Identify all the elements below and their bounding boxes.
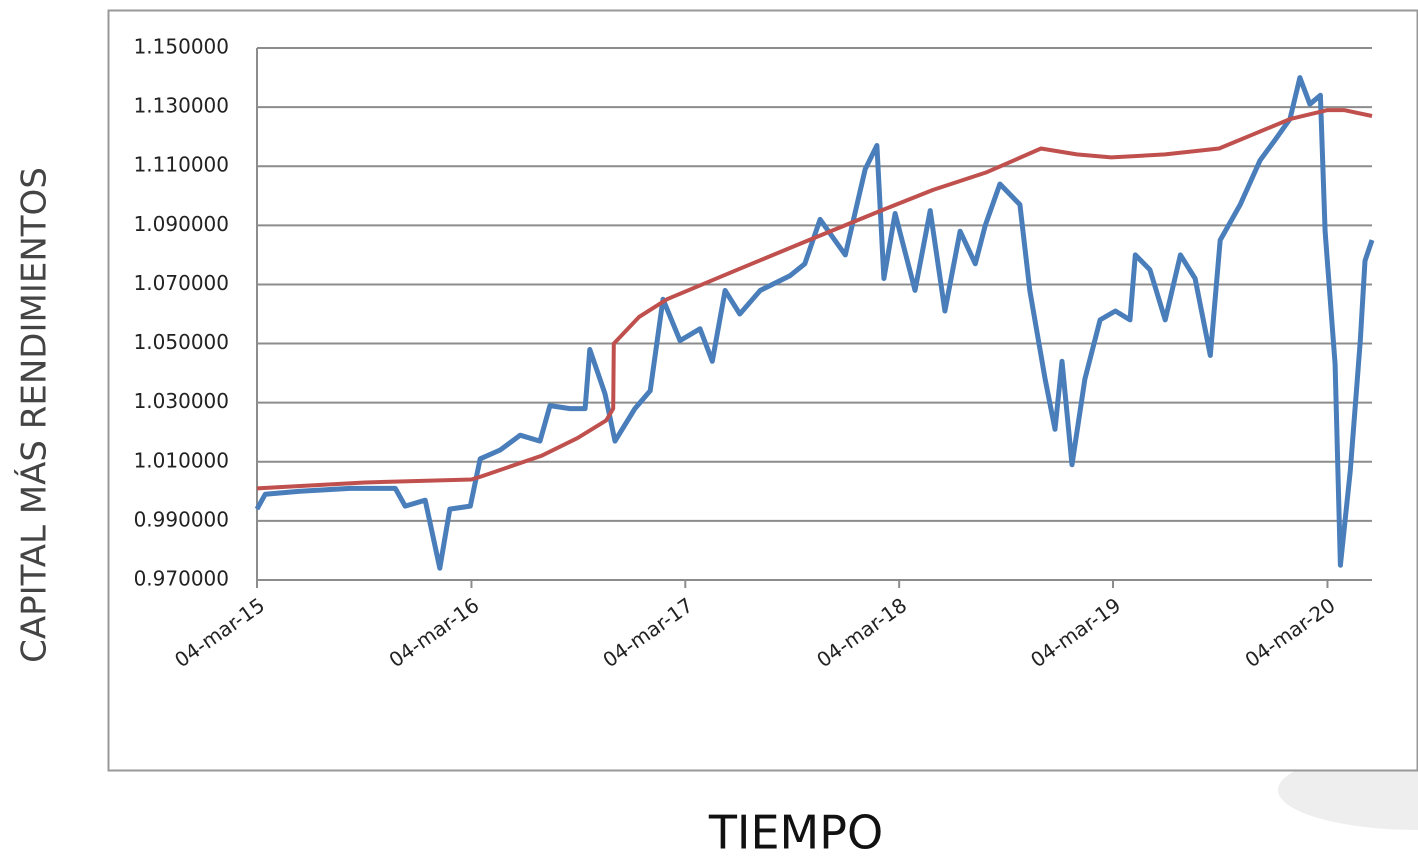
y-tick-label: 0.990000 — [134, 507, 229, 531]
series-line — [256, 108, 1373, 491]
y-tick-label: 1.090000 — [134, 212, 229, 236]
y-tick-label: 1.070000 — [134, 271, 229, 295]
x-axis-label: TIEMPO — [708, 806, 883, 858]
y-tick-label: 1.130000 — [134, 94, 229, 118]
series-line — [254, 75, 1375, 571]
plot-frame — [107, 9, 1418, 772]
y-tick-label: 1.150000 — [134, 35, 229, 59]
y-tick-label: 1.030000 — [134, 389, 229, 413]
y-axis-label: CAPITAL MÁS RENDIMIENTOS — [14, 167, 55, 663]
y-tick-label: 1.010000 — [134, 448, 229, 472]
y-tick-label: 0.970000 — [134, 567, 229, 591]
y-tick-label: 1.050000 — [134, 330, 229, 354]
y-tick-label: 1.110000 — [134, 153, 229, 177]
